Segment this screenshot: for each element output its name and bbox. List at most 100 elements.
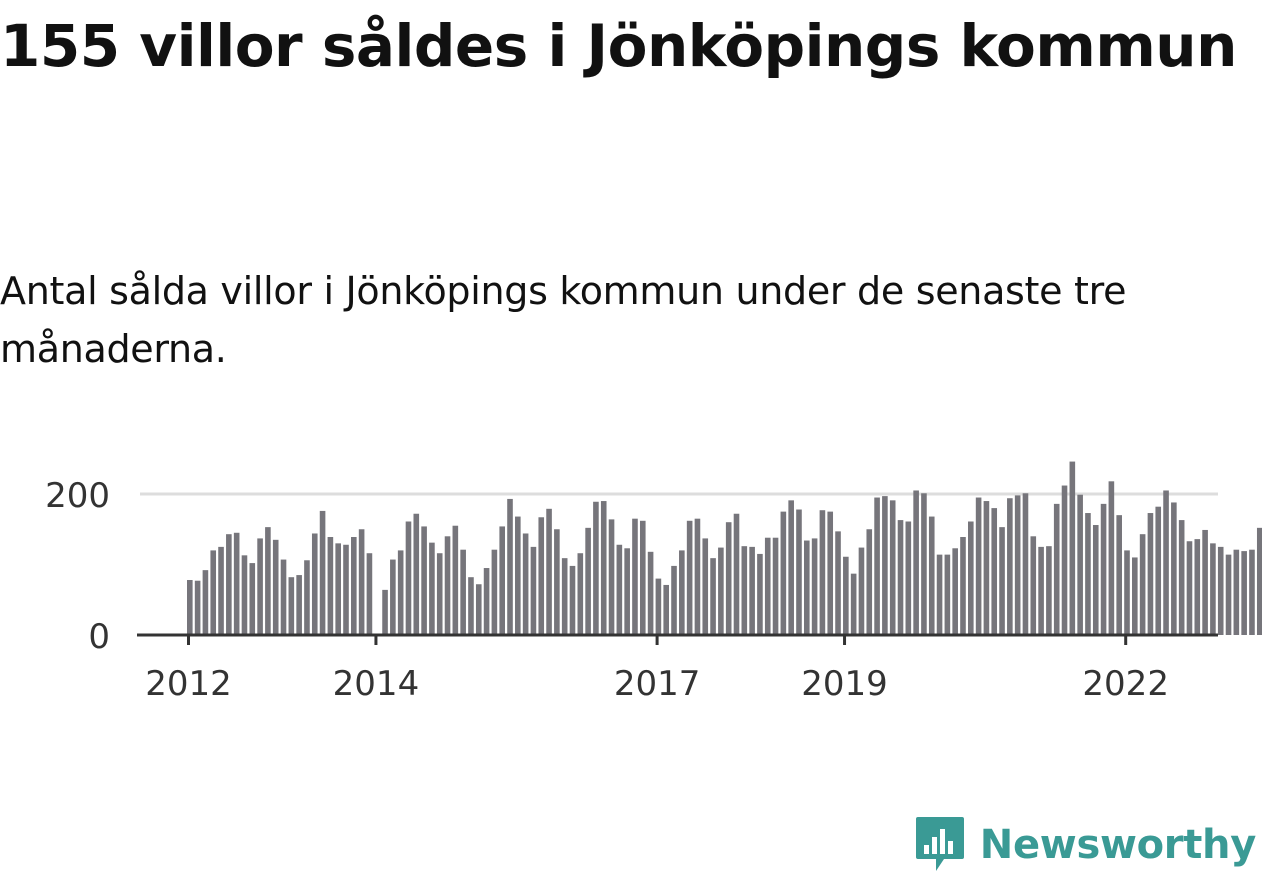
bar — [710, 558, 716, 635]
bar — [663, 584, 670, 635]
x-tick-label: 2017 — [614, 664, 701, 704]
bar — [639, 520, 646, 635]
bar — [194, 580, 201, 635]
bar — [546, 508, 552, 635]
bar — [780, 511, 787, 635]
bar — [483, 568, 490, 635]
bar — [311, 533, 318, 635]
bar — [655, 578, 662, 635]
bar — [624, 548, 630, 635]
bar — [725, 522, 732, 635]
bar — [1030, 536, 1037, 635]
bar — [999, 527, 1005, 635]
bar — [983, 501, 990, 635]
y-tick-label: 0 — [88, 617, 110, 657]
bar — [882, 496, 888, 635]
bar — [397, 550, 404, 635]
bar — [304, 560, 310, 635]
bar — [218, 546, 224, 635]
bar — [749, 546, 755, 635]
x-tick-label: 2019 — [801, 664, 888, 704]
bar — [257, 538, 263, 635]
bar — [905, 521, 912, 635]
bar — [1147, 513, 1154, 635]
bar — [561, 558, 568, 635]
bar — [226, 534, 232, 635]
bar — [390, 559, 396, 635]
bar — [491, 549, 498, 635]
bar — [538, 517, 545, 635]
bar — [577, 553, 584, 635]
bar — [733, 513, 740, 635]
bar — [1022, 493, 1029, 635]
bar — [210, 550, 217, 635]
bar — [1053, 503, 1060, 635]
bar — [694, 518, 701, 635]
bar — [671, 565, 677, 635]
bar — [1100, 503, 1107, 635]
x-tick-label: 2012 — [145, 664, 232, 704]
bar — [632, 518, 638, 635]
bar — [968, 521, 974, 635]
bar — [928, 516, 935, 635]
bar — [272, 539, 279, 635]
bar — [343, 544, 349, 635]
bar — [1194, 539, 1201, 635]
bar — [452, 525, 459, 635]
bar — [788, 500, 794, 635]
bar — [265, 527, 271, 635]
bar — [1241, 551, 1247, 635]
bar — [1163, 490, 1169, 635]
bar — [1007, 498, 1013, 635]
bar — [960, 537, 966, 635]
bar — [585, 527, 591, 635]
bar — [1038, 546, 1044, 635]
bar — [405, 521, 412, 635]
bar — [991, 508, 998, 635]
bar — [413, 513, 420, 635]
bar — [741, 546, 748, 635]
bar — [616, 544, 623, 635]
bar — [1225, 554, 1232, 635]
bar — [702, 538, 709, 635]
bar — [1085, 513, 1091, 635]
bar-chart-speech-bubble-icon — [915, 817, 964, 871]
bar — [1217, 546, 1224, 635]
bar — [819, 510, 826, 635]
bar — [241, 555, 248, 635]
bar — [921, 493, 927, 635]
bar — [647, 551, 654, 635]
bar — [850, 573, 857, 635]
bar — [764, 537, 771, 635]
bar — [1069, 461, 1076, 635]
bar — [858, 547, 865, 635]
bar — [1116, 515, 1122, 635]
bar — [913, 490, 919, 635]
bar — [1061, 485, 1068, 635]
bar — [796, 509, 802, 635]
y-tick-label: 200 — [45, 476, 110, 516]
bar — [522, 533, 529, 635]
bar — [1249, 549, 1255, 635]
bar — [460, 549, 466, 635]
x-tick-label: 2014 — [333, 664, 420, 704]
bar — [351, 537, 357, 635]
bar — [1178, 520, 1185, 635]
bar — [1256, 527, 1262, 635]
bar — [1155, 506, 1162, 635]
bar — [1171, 502, 1177, 635]
bar — [866, 529, 873, 635]
bar — [436, 553, 443, 635]
bar — [975, 497, 982, 635]
x-tick-label: 2022 — [1082, 664, 1169, 704]
bar — [319, 510, 326, 635]
bar — [249, 563, 256, 635]
bar — [1186, 541, 1193, 635]
bar — [1124, 550, 1130, 635]
bar — [1132, 557, 1138, 635]
bar — [772, 537, 779, 635]
bar — [718, 547, 724, 635]
bar — [936, 554, 943, 635]
bar-chart: 0200201220142017201920222024155 — [45, 461, 1262, 704]
bar — [600, 501, 607, 635]
